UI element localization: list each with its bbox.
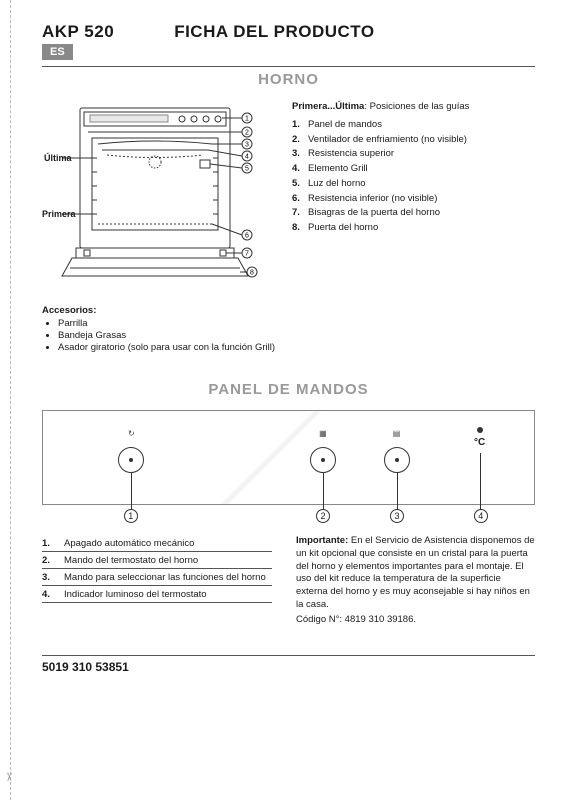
legend-header: Primera...Última: Posiciones de las guía… — [292, 100, 535, 114]
accessories-item: Asador giratorio (solo para usar con la … — [58, 342, 535, 353]
legend-item: 2.Ventilador de enfriamiento (no visible… — [292, 133, 535, 147]
panel-legend-item: 4.Indicador luminoso del termostato — [42, 586, 272, 603]
oven-diagram: 1 2 3 4 5 6 7 8 Última Primera — [42, 100, 272, 293]
legend-item: 4.Elemento Grill — [292, 162, 535, 176]
legend-item: 7.Bisagras de la puerta del horno — [292, 206, 535, 220]
knob — [118, 447, 144, 473]
svg-text:4: 4 — [245, 154, 249, 161]
knob — [384, 447, 410, 473]
svg-text:5: 5 — [245, 166, 249, 173]
notice-label: Importante: — [296, 535, 348, 546]
notice-code: Código N°: 4819 310 39186. — [296, 614, 535, 627]
horno-row: 1 2 3 4 5 6 7 8 Última Primera Primera..… — [42, 100, 535, 293]
accessories-item: Bandeja Grasas — [58, 330, 535, 341]
callout-leader — [397, 473, 398, 511]
notice-body: En el Servicio de Asistencia disponemos … — [296, 535, 535, 610]
perforation-line — [10, 0, 11, 800]
timer-icon: ↻ — [128, 429, 135, 438]
legend-item: 6.Resistencia inferior (no visible) — [292, 192, 535, 206]
footer-divider — [42, 655, 535, 656]
callout-number: 2 — [316, 509, 330, 523]
accessories-list: Parrilla Bandeja Grasas Asador giratorio… — [58, 318, 535, 353]
panel-legend-item: 1.Apagado automático mecánico — [42, 535, 272, 552]
knob — [310, 447, 336, 473]
page-title: FICHA DEL PRODUCTO — [174, 22, 374, 42]
language-badge: ES — [42, 44, 73, 60]
svg-text:3: 3 — [245, 142, 249, 149]
svg-text:6: 6 — [245, 233, 249, 240]
svg-text:Primera: Primera — [42, 209, 77, 219]
oven-svg: 1 2 3 4 5 6 7 8 Última Primera — [42, 100, 262, 290]
legend-header-suffix: : Posiciones de las guías — [364, 101, 469, 112]
accessories-item: Parrilla — [58, 318, 535, 329]
svg-text:2: 2 — [245, 130, 249, 137]
callout-leader — [480, 453, 481, 511]
model-number: AKP 520 — [42, 22, 114, 42]
bottom-row: 1.Apagado automático mecánico 2.Mando de… — [42, 535, 535, 627]
callout-number: 1 — [124, 509, 138, 523]
legend: Primera...Última: Posiciones de las guía… — [292, 100, 535, 293]
function-icon: ▤ — [393, 429, 401, 438]
callout-leader — [131, 473, 132, 511]
panel-diagram: ↻ ▦ ▤ °C — [42, 410, 535, 505]
accessories-title: Accesorios: — [42, 305, 535, 316]
callout-leader — [323, 473, 324, 511]
svg-text:7: 7 — [245, 251, 249, 258]
panel-callouts: 1 2 3 4 — [42, 509, 535, 527]
panel-legend-list: 1.Apagado automático mecánico 2.Mando de… — [42, 535, 272, 627]
panel-legend-item: 2.Mando del termostato del horno — [42, 552, 272, 569]
legend-item: 1.Panel de mandos — [292, 118, 535, 132]
divider — [42, 66, 535, 67]
svg-text:8: 8 — [250, 270, 254, 277]
legend-item: 5.Luz del horno — [292, 177, 535, 191]
panel-legend-item: 3.Mando para seleccionar las funciones d… — [42, 569, 272, 586]
legend-item: 8.Puerta del horno — [292, 221, 535, 235]
legend-item: 3.Resistencia superior — [292, 147, 535, 161]
section-title-panel: PANEL DE MANDOS — [42, 381, 535, 398]
accessories: Accesorios: Parrilla Bandeja Grasas Asad… — [42, 305, 535, 353]
thermostat-icon: ▦ — [319, 429, 327, 438]
notice: Importante: En el Servicio de Asistencia… — [296, 535, 535, 627]
svg-text:1: 1 — [245, 116, 249, 123]
scissors-icon: ✂ — [2, 772, 16, 782]
header: AKP 520 FICHA DEL PRODUCTO — [42, 22, 535, 42]
footer-code: 5019 310 53851 — [42, 660, 535, 674]
callout-number: 4 — [474, 509, 488, 523]
legend-header-prefix: Primera...Última — [292, 101, 364, 112]
svg-text:Última: Última — [44, 152, 73, 163]
legend-list: 1.Panel de mandos 2.Ventilador de enfria… — [292, 118, 535, 235]
section-title-horno: HORNO — [42, 71, 535, 88]
celsius-label: °C — [474, 437, 485, 448]
callout-number: 3 — [390, 509, 404, 523]
indicator-lamp-icon — [477, 427, 483, 433]
